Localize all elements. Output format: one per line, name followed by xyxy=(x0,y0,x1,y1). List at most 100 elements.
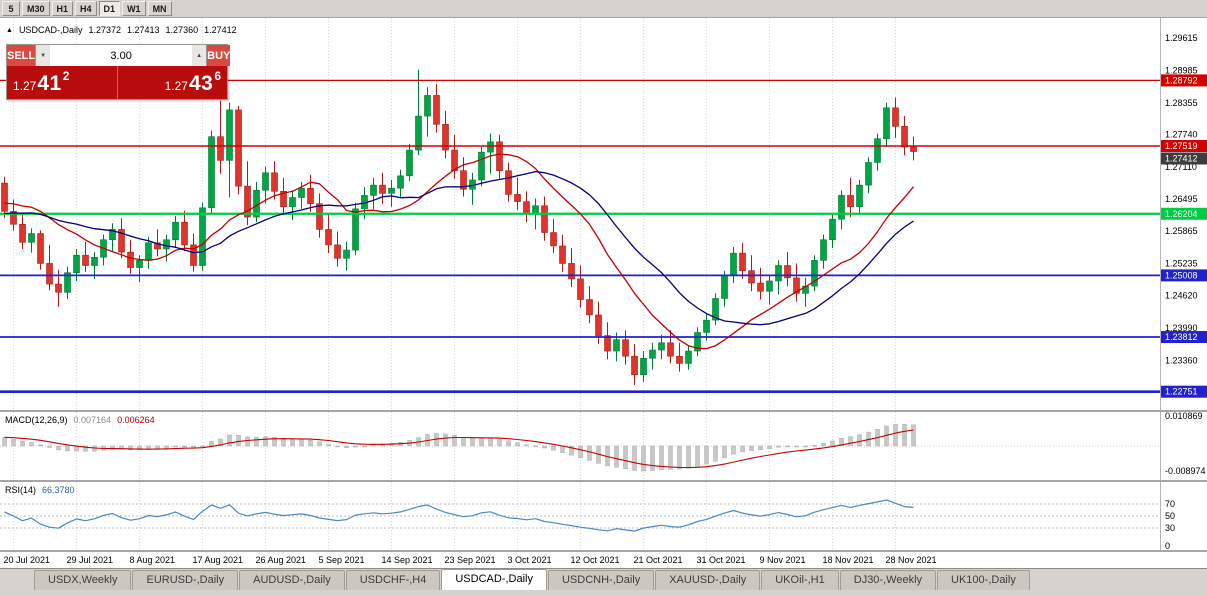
date-axis-label: 17 Aug 2021 xyxy=(192,555,244,565)
svg-text:1.25235: 1.25235 xyxy=(1165,259,1198,269)
rsi-label: RSI(14) 66.3780 xyxy=(5,485,75,495)
svg-text:1.27412: 1.27412 xyxy=(1165,154,1198,164)
date-axis-label: 12 Oct 2021 xyxy=(570,555,620,565)
chart-tab[interactable]: EURUSD-,Daily xyxy=(132,570,239,590)
sell-price-display[interactable]: 1.27 41 2 xyxy=(7,66,117,99)
svg-text:70: 70 xyxy=(1165,499,1175,509)
chart-tab[interactable]: UKOil-,H1 xyxy=(761,570,839,590)
svg-text:1.23990: 1.23990 xyxy=(1165,323,1198,333)
date-axis-label: 29 Jul 2021 xyxy=(66,555,114,565)
buy-price-display[interactable]: 1.27 43 6 xyxy=(116,66,228,99)
chart-window: 1.29615 1.28985 1.28355 1.27740 1.27110 1.264… xyxy=(0,18,1207,568)
buy-price-base: 1.27 xyxy=(164,79,188,93)
one-click-trading-panel: SELL ▼ ▲ BUY 1.27 41 2 1.27 43 6 xyxy=(6,44,231,100)
timeframe-button-m30[interactable]: M30 xyxy=(22,1,50,16)
one-click-toggle-icon[interactable]: ▲ xyxy=(6,26,13,34)
chart-tab[interactable]: AUDUSD-,Daily xyxy=(239,570,345,590)
rsi-name: RSI(14) xyxy=(5,485,37,495)
svg-text:1.27110: 1.27110 xyxy=(1165,162,1197,172)
svg-text:1.29615: 1.29615 xyxy=(1165,33,1198,43)
timeframe-button-h4[interactable]: H4 xyxy=(75,1,97,16)
svg-text:0.010869: 0.010869 xyxy=(1165,412,1203,421)
macd-indicator-panel[interactable]: 0.010869 -0.008974 xyxy=(0,412,1207,480)
svg-text:1.24620: 1.24620 xyxy=(1165,290,1198,300)
svg-text:1.26495: 1.26495 xyxy=(1165,194,1198,204)
date-axis-label: 23 Sep 2021 xyxy=(444,555,496,565)
date-axis-label: 18 Nov 2021 xyxy=(822,555,874,565)
macd-signal-value: 0.006264 xyxy=(117,415,155,425)
svg-text:1.22751: 1.22751 xyxy=(1165,387,1198,397)
timeframe-button-5[interactable]: 5 xyxy=(2,1,20,16)
ohlc-open: 1.27372 xyxy=(88,25,121,35)
rsi-line xyxy=(4,499,914,532)
macd-value: 0.007164 xyxy=(73,415,112,425)
svg-text:1.23812: 1.23812 xyxy=(1165,332,1198,342)
buy-price-point: 6 xyxy=(214,69,221,83)
date-axis-label: 21 Oct 2021 xyxy=(633,555,683,565)
moving-average-lines xyxy=(4,153,915,350)
volume-decrease-button[interactable]: ▼ xyxy=(36,45,51,66)
timeframe-toolbar: 5 M30 H1 H4 D1 W1 MN xyxy=(0,0,1207,18)
panel-separator[interactable] xyxy=(0,480,1207,482)
chart-tab[interactable]: DJ30-,Weekly xyxy=(839,570,937,590)
chart-tab-bar: USDX,Weekly EURUSD-,Daily AUDUSD-,Daily USD… xyxy=(0,568,1207,590)
macd-signal-line xyxy=(4,429,914,469)
timeframe-button-h1[interactable]: H1 xyxy=(51,1,74,16)
candlestick-series xyxy=(1,69,917,386)
chart-tab[interactable]: USDX,Weekly xyxy=(34,570,132,590)
svg-text:1.28985: 1.28985 xyxy=(1165,65,1198,75)
chart-tab[interactable]: UK100-,Daily xyxy=(937,570,1030,590)
rsi-value: 66.3780 xyxy=(42,485,75,495)
date-axis-label: 28 Nov 2021 xyxy=(885,555,937,565)
timeframe-button-d1[interactable]: D1 xyxy=(98,1,121,16)
date-axis-label: 3 Oct 2021 xyxy=(507,555,552,565)
date-axis-label: 9 Nov 2021 xyxy=(759,555,806,565)
timeframe-button-w1[interactable]: W1 xyxy=(122,1,146,16)
status-strip xyxy=(0,590,1207,596)
ohlc-close: 1.27412 xyxy=(204,25,237,35)
svg-text:30: 30 xyxy=(1165,523,1175,533)
volume-increase-button[interactable]: ▲ xyxy=(192,45,207,66)
svg-text:50: 50 xyxy=(1165,511,1175,521)
sell-button[interactable]: SELL xyxy=(7,45,36,66)
sell-price-point: 2 xyxy=(62,69,70,83)
svg-text:1.28792: 1.28792 xyxy=(1165,75,1198,85)
rsi-indicator-panel[interactable]: 70 50 30 0 xyxy=(0,482,1207,550)
chart-symbol-timeframe: USDCAD-,Daily xyxy=(18,25,83,35)
svg-text:1.23360: 1.23360 xyxy=(1165,355,1198,365)
ohlc-high: 1.27413 xyxy=(127,25,160,35)
date-axis-label: 31 Oct 2021 xyxy=(696,555,746,565)
macd-axis: 0.010869 -0.008974 xyxy=(1165,412,1206,476)
ohlc-low: 1.27360 xyxy=(165,25,199,35)
panel-separator[interactable] xyxy=(0,410,1207,412)
svg-text:1.25008: 1.25008 xyxy=(1165,270,1198,280)
chart-tab[interactable]: USDCNH-,Daily xyxy=(547,570,655,590)
chart-ohlc-title: ▲ USDCAD-,Daily 1.27372 1.27413 1.27360 … xyxy=(6,25,237,35)
timeframe-button-mn[interactable]: MN xyxy=(147,1,172,16)
chart-tab[interactable]: XAUUSD-,Daily xyxy=(655,570,761,590)
date-axis-label: 5 Sep 2021 xyxy=(318,555,365,565)
date-axis-label: 14 Sep 2021 xyxy=(381,555,433,565)
chart-tab[interactable]: USDCHF-,H4 xyxy=(345,570,441,590)
bid-ask-display: 1.27 41 2 1.27 43 6 xyxy=(7,66,227,99)
macd-name: MACD(12,26,9) xyxy=(5,415,68,425)
trade-controls-row: SELL ▼ ▲ BUY xyxy=(7,45,231,66)
date-axis: 20 Jul 2021 29 Jul 2021 8 Aug 2021 17 Aug 2… xyxy=(0,552,1207,568)
svg-text:1.27519: 1.27519 xyxy=(1165,141,1198,151)
svg-text:1.25865: 1.25865 xyxy=(1165,226,1198,236)
sell-price-pips: 41 xyxy=(37,72,62,95)
panel-separator xyxy=(0,550,1207,552)
date-axis-label: 26 Aug 2021 xyxy=(255,555,307,565)
volume-stepper: ▼ ▲ xyxy=(35,45,208,66)
buy-price-pips: 43 xyxy=(188,72,214,95)
price-tags: 1.28792 1.27519 1.26204 1.25008 1.23812 1.227… xyxy=(1161,74,1207,398)
rsi-levels: 70 50 30 0 xyxy=(0,499,1175,550)
buy-button[interactable]: BUY xyxy=(207,45,231,66)
sell-price-base: 1.27 xyxy=(13,79,37,93)
svg-text:-0.008974: -0.008974 xyxy=(1165,466,1206,476)
svg-text:1.26204: 1.26204 xyxy=(1165,209,1198,219)
chart-tab[interactable]: USDCAD-,Daily xyxy=(441,569,547,590)
date-axis-label: 20 Jul 2021 xyxy=(3,555,51,565)
volume-input[interactable] xyxy=(50,45,193,66)
